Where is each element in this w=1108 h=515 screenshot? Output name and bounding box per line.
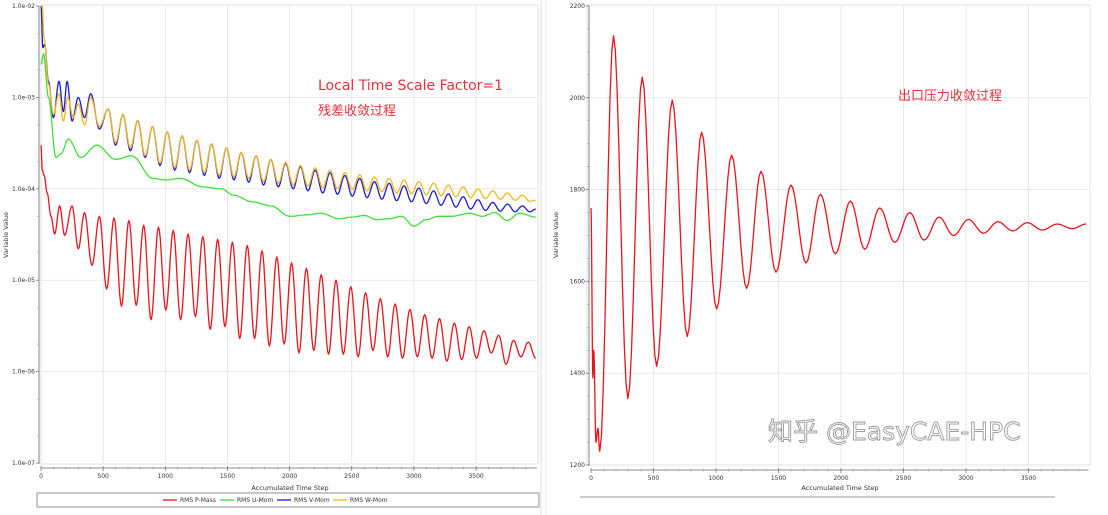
x-tick-label: 3500 — [1021, 475, 1036, 482]
x-tick-label: 1000 — [708, 475, 723, 482]
series-line-rms-w-mom — [40, 5, 536, 202]
y-tick-label: 1.0e-04 — [12, 186, 35, 193]
legend-item: RMS U-Mom — [220, 497, 273, 504]
left-x-axis-label: Accumulated Time Step — [251, 484, 328, 492]
right-y-axis-label: Variable Value — [552, 212, 560, 258]
x-tick-label: 2000 — [282, 473, 297, 480]
y-tick-label: 1.0e-03 — [12, 94, 35, 101]
legend-label: RMS V-Mom — [294, 497, 330, 504]
residual-chart: 0 500 1000 1500 2000 2500 3000 3500 1.0e-02 1.0e-… — [2, 0, 547, 515]
legend-label: RMS P-Mass — [180, 497, 216, 504]
y-tick-label: 1.0e-05 — [12, 277, 35, 284]
series-line-outlet-pressure — [590, 35, 1087, 452]
y-tick-label: 1800 — [570, 187, 585, 194]
x-tick-label: 500 — [97, 473, 109, 480]
right-title: 出口压力收敛过程 — [898, 88, 1002, 104]
y-tick-label: 1400 — [570, 370, 585, 377]
x-tick-label: 1500 — [220, 473, 235, 480]
right-x-axis-label: Accumulated Time Step — [801, 484, 878, 492]
x-tick-label: 500 — [648, 475, 660, 482]
legend-item: RMS P-Mass — [163, 497, 216, 504]
legend-label: RMS W-Mom — [350, 497, 388, 504]
x-tick-label: 0 — [39, 473, 43, 480]
x-tick-label: 2500 — [344, 473, 359, 480]
series-line-rms-u-mom — [40, 53, 536, 227]
left-title: Local Time Scale Factor=1 — [318, 78, 503, 94]
x-tick-label: 0 — [589, 475, 593, 482]
x-tick-label: 3500 — [468, 473, 483, 480]
x-tick-label: 2500 — [896, 475, 911, 482]
watermark: 知乎 @EasyCAE-HPC — [768, 417, 1021, 446]
y-tick-label: 1.0e-07 — [12, 460, 35, 467]
legend-item: RMS W-Mom — [333, 497, 388, 504]
y-tick-label: 1600 — [570, 278, 585, 285]
y-tick-label: 1200 — [570, 462, 585, 469]
x-tick-label: 2000 — [833, 475, 848, 482]
y-tick-label: 2000 — [570, 95, 585, 102]
legend-label: RMS U-Mom — [237, 497, 273, 504]
y-tick-label: 1.0e-02 — [12, 3, 35, 10]
x-tick-label: 1500 — [771, 475, 786, 482]
y-tick-label: 2200 — [570, 3, 585, 10]
legend-item: RMS V-Mom — [277, 497, 330, 504]
x-tick-label: 3000 — [406, 473, 421, 480]
y-tick-label: 1.0e-06 — [12, 369, 35, 376]
left-subtitle: 残差收敛过程 — [318, 103, 396, 119]
x-tick-label: 3000 — [958, 475, 973, 482]
left-y-axis-label: Variable Value — [2, 212, 10, 258]
x-tick-label: 1000 — [158, 473, 173, 480]
series-line-rms-p-mass — [40, 145, 537, 366]
pressure-chart: 0 500 1000 1500 2000 2500 3000 3500 2200 2000 1800… — [552, 3, 1091, 498]
right-plot-area — [586, 4, 1091, 466]
